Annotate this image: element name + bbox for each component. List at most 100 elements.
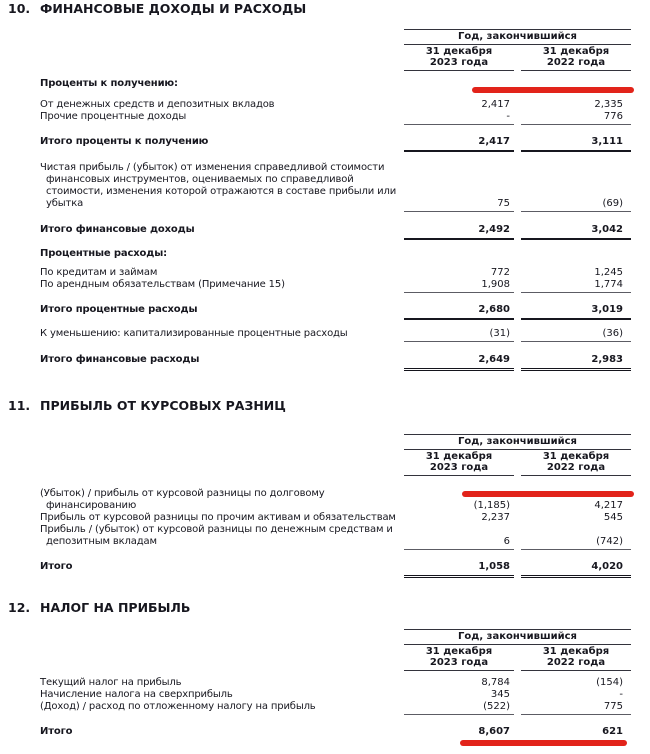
value-2022: (742) — [521, 536, 631, 550]
row-label: Прибыль / (убыток) от курсовой разницы п… — [40, 524, 393, 547]
section-exchange-differences: 11. ПРИБЫЛЬ ОТ КУРСОВЫХ РАЗНИЦ Год, зако… — [0, 399, 650, 578]
table-row-grand-total: Итого финансовые расходы 2,649 2,983 — [40, 354, 650, 371]
value-2022: 3,019 — [521, 304, 631, 320]
row-label: Итого — [40, 726, 73, 737]
table-row-grand-total: Итого 1,058 4,020 — [40, 561, 650, 578]
value-2022: (69) — [521, 198, 631, 212]
value-2023: - — [404, 111, 514, 125]
section-title: ПРИБЫЛЬ ОТ КУРСОВЫХ РАЗНИЦ — [40, 398, 286, 413]
value-2022: 776 — [521, 111, 631, 125]
period-header: Год, закончившийся — [404, 434, 631, 450]
value-2023: 2,417 — [404, 136, 514, 152]
section-heading: 10. ФИНАНСОВЫЕ ДОХОДЫ И РАСХОДЫ — [0, 2, 650, 15]
value-2023: 1,058 — [404, 561, 514, 578]
row-label: Прочие процентные доходы — [40, 111, 187, 122]
section-heading: 11. ПРИБЫЛЬ ОТ КУРСОВЫХ РАЗНИЦ — [0, 399, 650, 412]
table-row: Прибыль от курсовой разницы по прочим ак… — [40, 512, 650, 524]
value-2023: 2,680 — [404, 304, 514, 320]
table-row: (Доход) / расход по отложенному налогу н… — [40, 701, 650, 715]
value-2022: 4,217 — [594, 500, 623, 511]
value-2022: 2,335 — [594, 99, 623, 110]
value-2023: 772 — [490, 267, 510, 278]
row-label: (Убыток) / прибыль от курсовой разницы п… — [40, 488, 325, 511]
section-title: ФИНАНСОВЫЕ ДОХОДЫ И РАСХОДЫ — [40, 1, 307, 16]
red-marker-annotation — [460, 740, 627, 746]
value-2023: 2,237 — [481, 512, 510, 523]
row-label: Текущий налог на прибыль — [40, 677, 182, 688]
section-title: НАЛОГ НА ПРИБЫЛЬ — [40, 600, 191, 615]
table-row: Процентные расходы: — [40, 248, 650, 260]
red-marker-annotation — [462, 491, 634, 497]
column-gap — [514, 45, 521, 71]
value-2023: 2,417 — [481, 99, 510, 110]
row-label: Прибыль от курсовой разницы по прочим ак… — [40, 512, 396, 523]
table-row-total: Итого процентные расходы 2,680 3,019 — [40, 304, 650, 320]
row-label: От денежных средств и депозитных вкладов — [40, 99, 275, 110]
section-income-tax: 12. НАЛОГ НА ПРИБЫЛЬ Год, закончившийся … — [0, 601, 650, 738]
row-label: Итого проценты к получению — [40, 136, 209, 147]
table-row-grand-total: Итого 8,607 621 — [40, 726, 650, 738]
col-header-2023: 31 декабря 2023 года — [404, 45, 514, 71]
column-gap — [514, 450, 521, 476]
value-2023: 1,908 — [404, 279, 514, 293]
value-2022: - — [619, 689, 623, 700]
section-number: 12. — [8, 600, 31, 615]
section-heading: 12. НАЛОГ НА ПРИБЫЛЬ — [0, 601, 650, 614]
table-header: Год, закончившийся 31 декабря 2023 года … — [404, 434, 631, 476]
value-2023: 8,607 — [478, 726, 510, 737]
row-label: К уменьшению: капитализированные процент… — [40, 328, 348, 339]
value-2022: 4,020 — [521, 561, 631, 578]
row-label: Начисление налога на сверхприбыль — [40, 689, 233, 700]
value-2022: 1,245 — [594, 267, 623, 278]
value-2023: 2,649 — [404, 354, 514, 371]
value-2022: 3,111 — [521, 136, 631, 152]
table-row: Чистая прибыль / (убыток) от изменения с… — [40, 162, 650, 212]
row-label: Итого — [40, 561, 73, 572]
table-row: Начисление налога на сверхприбыль 345 - — [40, 689, 650, 701]
section-number: 10. — [8, 1, 31, 16]
period-header: Год, закончившийся — [404, 629, 631, 645]
section-financial-income-expenses: 10. ФИНАНСОВЫЕ ДОХОДЫ И РАСХОДЫ Год, зак… — [0, 2, 650, 371]
value-2023: (31) — [404, 328, 514, 342]
value-2022: (36) — [521, 328, 631, 342]
row-subheader: Проценты к получению: — [40, 78, 178, 89]
table-header: Год, закончившийся 31 декабря 2023 года … — [404, 629, 631, 671]
table-row-total: Итого проценты к получению 2,417 3,111 — [40, 136, 650, 152]
table-row: От денежных средств и депозитных вкладов… — [40, 99, 650, 111]
section-number: 11. — [8, 398, 31, 413]
table-row: Текущий налог на прибыль 8,784 (154) — [40, 677, 650, 689]
value-2023: 6 — [404, 536, 514, 550]
value-2023: (522) — [404, 701, 514, 715]
table-row: По кредитам и займам 772 1,245 — [40, 267, 650, 279]
table-row: По арендным обязательствам (Примечание 1… — [40, 279, 650, 293]
value-2023: (1,185) — [473, 500, 510, 511]
row-label: По кредитам и займам — [40, 267, 158, 278]
value-2023: 2,492 — [404, 224, 514, 240]
col-header-2022: 31 декабря 2022 года — [521, 645, 631, 671]
row-subheader: Процентные расходы: — [40, 248, 167, 259]
row-label: (Доход) / расход по отложенному налогу н… — [40, 701, 316, 712]
value-2022: (154) — [596, 677, 623, 688]
row-label: Итого финансовые расходы — [40, 354, 200, 365]
value-2022: 1,774 — [521, 279, 631, 293]
row-label: Итого финансовые доходы — [40, 224, 195, 235]
value-2022: 545 — [603, 512, 623, 523]
row-label: Итого процентные расходы — [40, 304, 198, 315]
table-row: Прибыль / (убыток) от курсовой разницы п… — [40, 524, 650, 550]
col-header-2022: 31 декабря 2022 года — [521, 45, 631, 71]
value-2022: 621 — [602, 726, 623, 737]
table-row: К уменьшению: капитализированные процент… — [40, 328, 650, 342]
row-label: По арендным обязательствам (Примечание 1… — [40, 279, 285, 290]
table-header: Год, закончившийся 31 декабря 2023 года … — [404, 29, 631, 71]
col-header-2022: 31 декабря 2022 года — [521, 450, 631, 476]
column-gap — [514, 645, 521, 671]
value-2023: 345 — [490, 689, 510, 700]
col-header-2023: 31 декабря 2023 года — [404, 645, 514, 671]
table-row: (Убыток) / прибыль от курсовой разницы п… — [40, 488, 650, 512]
period-header: Год, закончившийся — [404, 29, 631, 45]
red-marker-annotation — [472, 87, 634, 93]
value-2022: 775 — [521, 701, 631, 715]
table-row-total: Итого финансовые доходы 2,492 3,042 — [40, 224, 650, 240]
row-label: Чистая прибыль / (убыток) от изменения с… — [40, 162, 397, 209]
